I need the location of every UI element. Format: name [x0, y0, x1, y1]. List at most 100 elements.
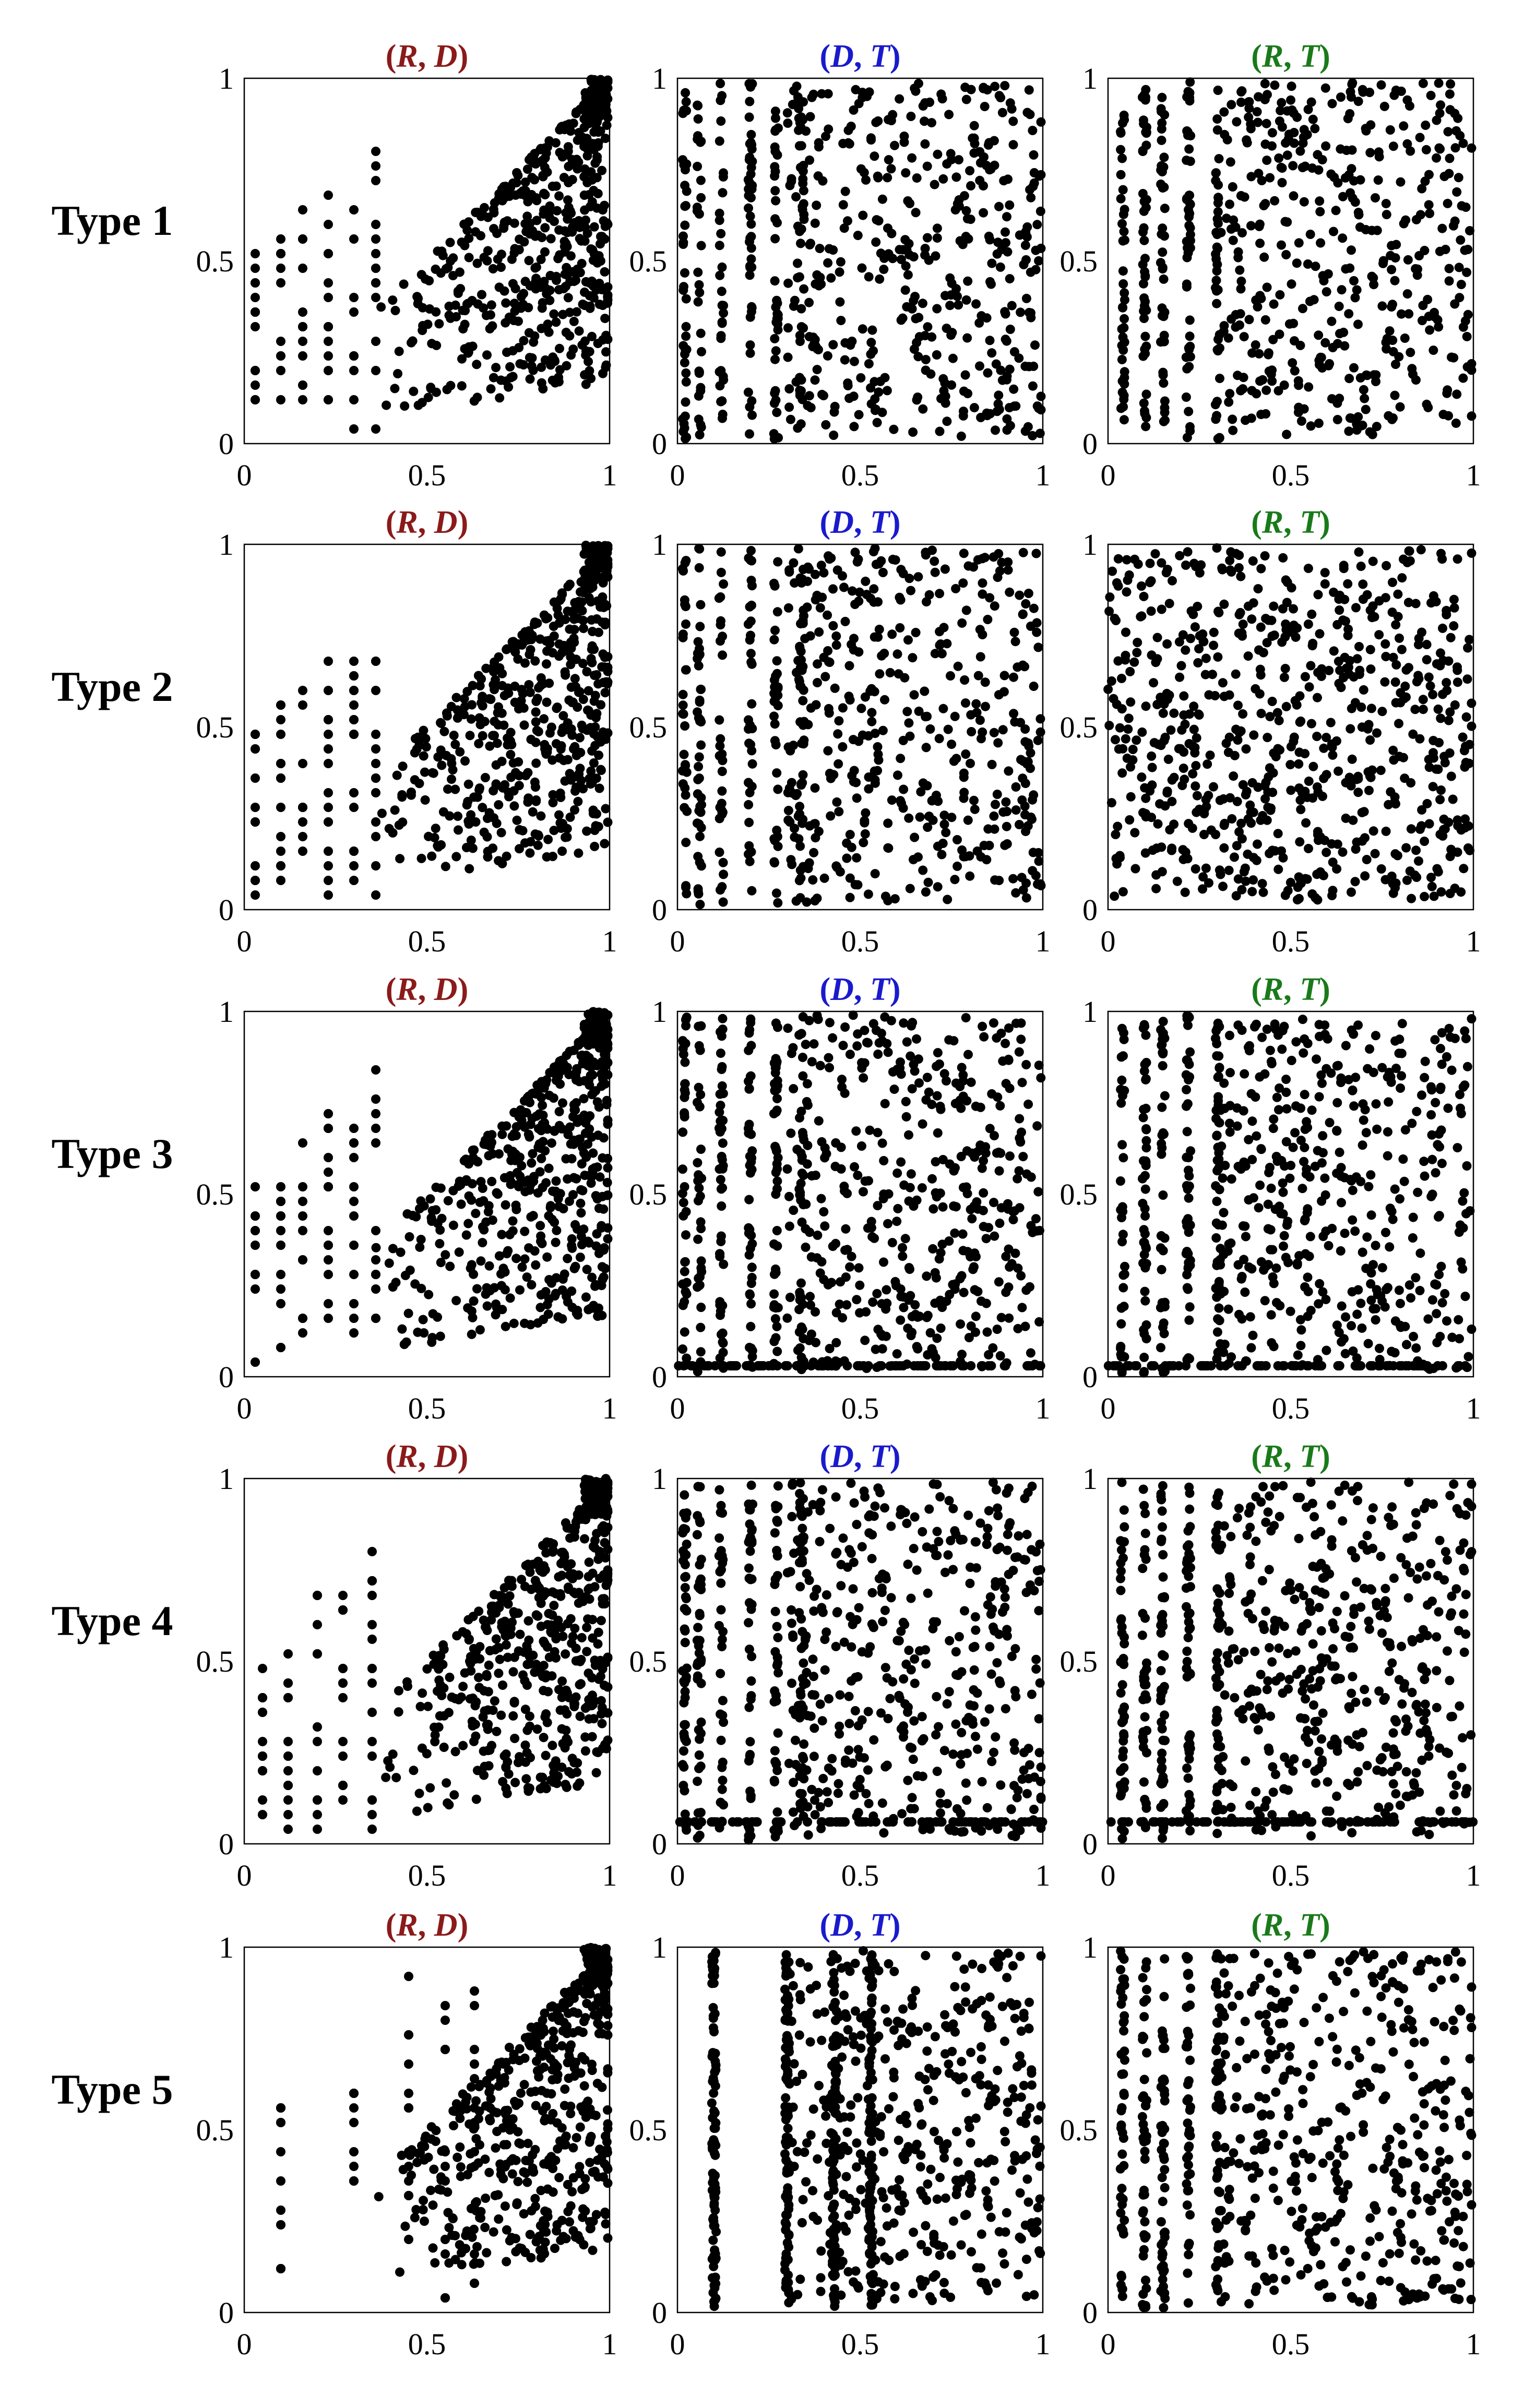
scatter-point: [586, 723, 596, 733]
scatter-point: [592, 1229, 602, 1239]
scatter-point: [975, 147, 985, 157]
scatter-point: [594, 750, 604, 760]
scatter-point: [251, 1270, 260, 1279]
scatter-point: [1444, 276, 1454, 286]
scatter-point: [586, 167, 596, 177]
scatter-point: [1293, 376, 1303, 386]
scatter-point: [276, 1211, 285, 1221]
scatter-point: [1314, 330, 1324, 340]
scatter-point: [786, 855, 796, 865]
scatter-point: [527, 173, 537, 183]
scatter-point: [533, 840, 543, 850]
scatter-point: [1403, 255, 1413, 265]
scatter-point: [832, 797, 842, 807]
scatter-point: [1376, 80, 1386, 90]
scatter-point: [1445, 748, 1455, 758]
scatter-point: [1122, 555, 1132, 565]
scatter-point: [900, 1234, 910, 1244]
scatter-point: [860, 829, 870, 839]
scatter-point: [1212, 397, 1222, 407]
scatter-point: [499, 690, 509, 700]
scatter-point: [814, 827, 824, 837]
scatter-point: [558, 1204, 568, 1213]
scatter-point: [578, 784, 588, 794]
scatter-point: [1190, 864, 1200, 874]
scatter-point: [554, 639, 564, 649]
scatter-point: [898, 1251, 908, 1261]
scatter-point: [481, 311, 491, 320]
scatter-point: [1354, 642, 1364, 651]
scatter-point: [769, 635, 779, 645]
scatter-point: [1215, 865, 1224, 875]
scatter-point: [1129, 657, 1139, 667]
scatter-point: [1365, 771, 1375, 781]
scatter-point: [909, 296, 919, 306]
scatter-point: [1185, 315, 1195, 325]
scatter-point: [251, 1182, 260, 1191]
scatter-point: [994, 201, 1004, 211]
scatter-point: [463, 779, 473, 789]
scatter-point: [810, 375, 820, 385]
scatter-point: [835, 267, 844, 277]
scatter-point: [962, 214, 972, 224]
scatter-point: [349, 1153, 359, 1162]
scatter-point: [1406, 348, 1415, 357]
scatter-point: [276, 249, 285, 258]
scatter-point: [1149, 678, 1159, 688]
scatter-point: [1139, 119, 1149, 129]
scatter-point: [717, 1031, 727, 1041]
scatter-point: [349, 861, 359, 871]
scatter-point: [591, 713, 601, 723]
scatter-point: [1254, 92, 1264, 102]
scatter-point: [866, 399, 876, 409]
scatter-point: [556, 792, 566, 802]
scatter-point: [1139, 206, 1149, 216]
scatter-point: [435, 1225, 445, 1235]
scatter-point: [1174, 637, 1184, 647]
scatter-point: [477, 698, 486, 708]
scatter-point: [600, 839, 610, 849]
scatter-point: [1366, 664, 1376, 674]
scatter-point: [532, 1080, 542, 1090]
scatter-point: [892, 649, 902, 659]
scatter-point: [567, 1241, 577, 1250]
scatter-point: [349, 307, 359, 317]
scatter-point: [1290, 366, 1300, 376]
scatter-point: [603, 282, 613, 292]
scatter-point: [858, 210, 868, 220]
scatter-point: [349, 803, 359, 812]
scatter-point: [784, 567, 794, 577]
scatter-point: [1247, 614, 1257, 624]
scatter-point: [445, 1261, 455, 1271]
scatter-point: [1324, 361, 1334, 371]
scatter-point: [1182, 433, 1192, 443]
scatter-point: [1261, 385, 1271, 395]
scatter-point: [716, 885, 725, 895]
scatter-point: [1236, 284, 1246, 294]
scatter-point: [1463, 245, 1473, 254]
scatter-point: [443, 1196, 453, 1206]
scatter-point: [397, 790, 407, 800]
scatter-point: [1212, 266, 1222, 276]
scatter-point: [909, 690, 919, 700]
scatter-point: [795, 802, 805, 812]
scatter-point: [717, 262, 727, 272]
scatter-point: [603, 1153, 613, 1163]
scatter-point: [574, 326, 584, 336]
scatter-point: [1124, 713, 1134, 723]
scatter-point: [1181, 392, 1191, 402]
scatter-point: [963, 234, 973, 244]
scatter-point: [770, 214, 780, 224]
scatter-point: [1399, 219, 1409, 229]
scatter-point: [887, 795, 897, 805]
scatter-point: [1288, 358, 1297, 368]
scatter-point: [454, 1247, 464, 1257]
scatter-point: [1018, 660, 1028, 670]
scatter-point: [1290, 336, 1299, 346]
scatter-point: [324, 890, 333, 900]
scatter-point: [276, 773, 285, 783]
scatter-point: [829, 407, 839, 417]
scatter-point: [349, 788, 359, 797]
scatter-point: [516, 1105, 526, 1115]
scatter-point: [842, 853, 852, 863]
